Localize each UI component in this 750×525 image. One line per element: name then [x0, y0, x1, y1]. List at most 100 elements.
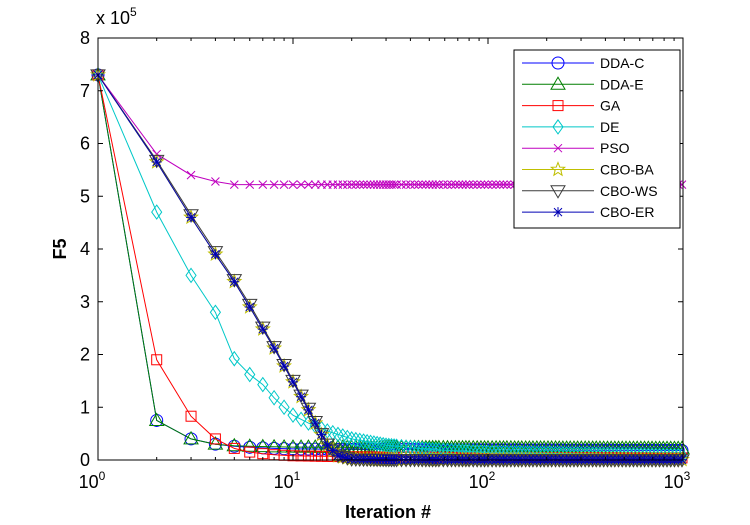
x-tick-exponent: 1	[294, 469, 301, 483]
data-point	[332, 450, 343, 461]
data-point	[338, 180, 348, 189]
legend-entry-ga: GA	[522, 98, 621, 114]
data-point	[428, 180, 437, 189]
legend-marker	[552, 100, 564, 112]
data-point	[487, 180, 497, 189]
data-point	[287, 407, 299, 424]
data-point	[431, 180, 441, 189]
data-point	[285, 374, 301, 389]
data-point	[279, 180, 289, 189]
data-point	[278, 399, 290, 416]
data-point	[241, 298, 258, 313]
data-point	[410, 180, 419, 189]
x-tick-label: 102	[469, 469, 496, 492]
y-tick-label: 1	[80, 397, 90, 417]
legend-label: CBO-BA	[600, 162, 654, 178]
data-point	[450, 180, 460, 189]
data-point	[443, 180, 452, 189]
data-point	[148, 412, 165, 426]
x-axis-label: Iteration #	[345, 502, 431, 522]
data-point	[372, 180, 382, 189]
x-tick-label: 103	[664, 469, 691, 492]
legend-marker	[550, 185, 566, 199]
data-point	[228, 442, 240, 454]
data-point	[480, 180, 489, 189]
data-point	[288, 376, 298, 387]
data-point	[151, 354, 163, 366]
data-point	[209, 433, 221, 445]
data-point	[424, 180, 434, 189]
data-point	[244, 366, 256, 383]
data-point	[276, 359, 292, 373]
data-point	[257, 376, 269, 393]
data-point	[342, 452, 353, 463]
data-point	[327, 445, 338, 456]
data-point	[228, 350, 240, 367]
legend-label: GA	[600, 98, 621, 114]
data-point	[268, 389, 280, 406]
data-point	[285, 439, 301, 453]
data-point	[468, 180, 478, 189]
legend-entry-cbo-ws: CBO-WS	[522, 183, 658, 199]
data-point	[209, 304, 222, 321]
data-point	[401, 180, 411, 189]
data-point	[454, 180, 464, 189]
legend-entry-de: DE	[522, 119, 619, 135]
data-point	[421, 180, 431, 189]
data-point	[491, 180, 501, 189]
legend-box	[513, 49, 681, 229]
data-point	[414, 180, 423, 189]
legend-label: DE	[600, 119, 619, 135]
data-point	[184, 432, 198, 446]
y-tick-label: 2	[80, 345, 90, 365]
data-point	[210, 249, 221, 260]
data-point	[502, 180, 512, 189]
data-point	[495, 180, 505, 189]
data-point	[211, 177, 220, 186]
data-point	[309, 450, 321, 462]
data-point	[476, 180, 486, 189]
data-point	[254, 438, 271, 453]
data-point	[148, 154, 165, 169]
data-point	[461, 180, 471, 189]
data-point	[300, 402, 317, 417]
data-point	[447, 180, 456, 189]
data-point	[332, 426, 344, 443]
data-point	[254, 321, 271, 336]
data-point	[186, 170, 196, 180]
data-point	[354, 432, 366, 449]
data-point	[229, 180, 239, 189]
data-point	[241, 438, 258, 452]
data-point	[316, 429, 327, 440]
data-point	[307, 415, 324, 430]
data-point	[364, 434, 377, 451]
data-point	[483, 180, 493, 189]
data-point	[257, 324, 268, 335]
x-tick-label: 100	[79, 469, 106, 492]
y-multiplier-exponent: 5	[130, 5, 137, 19]
data-point	[245, 180, 255, 189]
data-point	[276, 438, 292, 453]
legend-entry-pso: PSO	[522, 140, 630, 156]
legend-marker	[553, 143, 563, 153]
axes-layer	[97, 37, 684, 461]
data-point	[357, 433, 370, 449]
data-point	[287, 450, 299, 462]
data-point	[346, 431, 358, 447]
data-point	[406, 180, 415, 189]
data-point	[499, 180, 508, 189]
data-point	[266, 438, 282, 453]
data-point	[315, 450, 327, 462]
data-point	[207, 436, 224, 450]
y-tick-label: 8	[80, 28, 90, 48]
data-point	[266, 341, 282, 355]
data-point	[472, 180, 482, 189]
legend-entry-dda-c: DDA-C	[522, 55, 644, 71]
data-point	[277, 442, 291, 456]
legend-label: DDA-C	[600, 55, 644, 71]
legend: DDA-C DDA-E GA DE PSO CBO-BA CBO-WS CBO-ER	[513, 49, 681, 229]
legend-entry-cbo-ba: CBO-BA	[522, 161, 654, 178]
y-tick-label: 4	[80, 239, 90, 259]
x-tick-exponent: 3	[684, 469, 691, 483]
data-point	[208, 437, 222, 451]
